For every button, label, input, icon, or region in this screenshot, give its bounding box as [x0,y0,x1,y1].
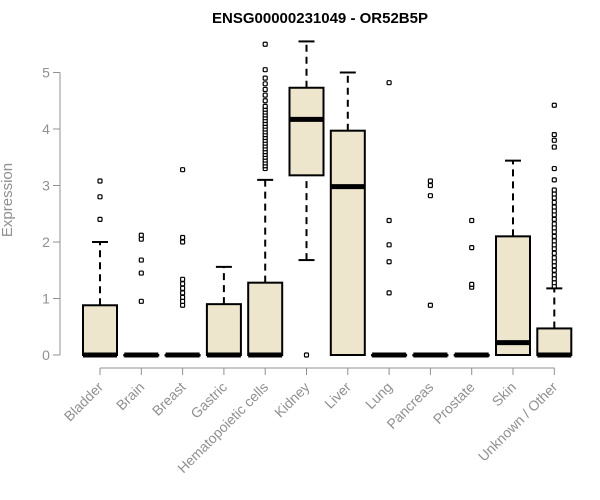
outlier-point [180,294,186,300]
outlier-point [551,204,557,210]
outlier-point [551,132,557,138]
outlier-point [180,167,186,173]
box-group [536,102,573,358]
outlier-point [262,86,268,93]
x-tick-label: Kidney [271,379,313,421]
box-group [495,159,531,357]
box-group [453,217,490,358]
outlier-point [551,255,557,261]
outlier-point [262,92,268,98]
outlier-point [180,290,186,296]
boxes [82,40,573,358]
outlier-point [180,276,186,282]
outlier-point [180,285,186,291]
outlier-point [551,165,557,172]
box-group [82,178,118,358]
box-group [329,71,366,356]
outlier-point [138,298,144,304]
outlier-point [427,193,433,199]
y-tick-label: 1 [42,291,50,307]
x-tick-label: Lung [362,379,395,412]
box-iqr [536,327,573,357]
box-iqr [329,129,366,356]
x-tick-label: Brain [113,379,147,413]
box-iqr [288,86,325,177]
outlier-point [386,290,392,296]
box-iqr [82,304,118,356]
outlier-point [138,270,144,276]
outlier-point [180,281,186,287]
outlier-point [551,250,557,256]
outlier-point [551,216,557,222]
y-axis-label: Expression [0,163,16,237]
x-tick-label: Breast [149,379,189,419]
box-group [288,40,325,358]
outlier-point [427,182,433,189]
outlier-point [97,194,103,200]
outlier-point [262,75,268,81]
outlier-point [386,259,392,265]
box-iqr [205,303,242,356]
outlier-point [262,41,268,47]
outlier-point [262,67,268,73]
x-tick-label: Liver [321,379,354,412]
outlier-point [551,267,557,273]
outlier-point [262,103,268,110]
outlier-point [551,177,557,183]
box-group [205,265,242,358]
outlier-point [180,234,186,241]
y-tick-label: 5 [42,65,50,81]
outlier-point [551,102,557,108]
outlier-point [138,257,144,263]
outlier-point [469,245,475,251]
outlier-point [551,144,557,150]
chart-title: ENSG00000231049 - OR52B5P [212,10,428,27]
box-group [164,167,201,358]
outlier-point [469,281,475,287]
box-group [412,178,449,358]
box-group [371,80,408,358]
outlier-point [551,187,557,193]
outlier-point [551,233,557,239]
y-tick-label: 3 [42,178,50,194]
outlier-point [138,232,144,238]
outlier-point [303,352,310,358]
box-group [247,41,284,358]
y-tick-label: 2 [42,234,50,250]
x-tick-label: Bladder [61,379,107,425]
outlier-point [469,217,475,224]
y-axis: 0 1 2 3 4 5 [42,65,61,363]
box-iqr [495,235,531,357]
outlier-point [386,80,392,86]
x-tick-label: Prostate [430,379,478,427]
outlier-point [551,199,557,206]
outlier-point [97,216,103,222]
outlier-point [427,178,433,184]
outlier-point [386,242,392,248]
y-tick-label: 4 [42,121,50,137]
box-iqr [247,281,284,356]
outlier-point [262,81,268,87]
x-tick-label: Skin [489,379,520,410]
outlier-point [551,272,557,278]
y-tick-label: 0 [42,347,50,363]
outlier-point [386,217,392,224]
outlier-point [427,302,433,308]
outlier-point [551,221,557,227]
box-group [123,232,160,358]
outlier-point [551,137,557,143]
outlier-point [180,239,186,245]
outlier-point [551,238,557,244]
outlier-point [262,98,268,104]
outlier-point [97,178,103,184]
